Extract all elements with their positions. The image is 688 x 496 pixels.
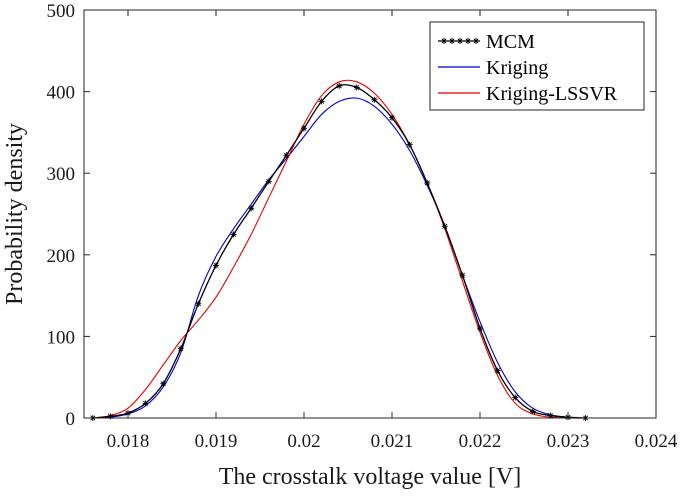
legend-marker-mcm-d2	[457, 38, 463, 44]
legend-label-kriging: Kriging	[486, 57, 548, 79]
data-point-mcm	[494, 367, 501, 374]
data-point-mcm	[406, 141, 413, 148]
legend-marker-mcm-d2	[449, 38, 455, 44]
marker-mcm-d2	[283, 152, 289, 158]
marker-mcm-d2	[459, 272, 465, 278]
marker-mcm-d2	[424, 180, 430, 186]
x-tick-label: 0.023	[547, 431, 590, 452]
data-point-mcm	[389, 114, 395, 121]
x-axis-title: The crosstalk voltage value [V]	[219, 464, 522, 490]
y-tick-label: 200	[47, 246, 76, 267]
marker-mcm-d2	[319, 98, 325, 104]
y-tick-label: 400	[47, 83, 76, 104]
marker-mcm-d2	[336, 83, 342, 89]
legend-entry-mcm: MCM	[438, 31, 535, 53]
y-tick-label: 500	[47, 1, 76, 22]
x-tick-label: 0.024	[635, 431, 678, 452]
marker-mcm-d2	[547, 413, 553, 419]
y-tick-label: 100	[47, 327, 76, 348]
data-point-mcm	[477, 325, 483, 332]
x-tick-label: 0.022	[459, 431, 502, 452]
legend-label-kriging-lssvr: Kriging-LSSVR	[486, 83, 618, 105]
marker-mcm-d2	[512, 395, 518, 401]
data-point-mcm	[424, 179, 431, 186]
data-point-mcm	[459, 272, 466, 279]
data-point-mcm	[336, 82, 343, 89]
marker-mcm-d2	[371, 97, 377, 103]
marker-mcm-d2	[266, 178, 272, 184]
data-point-mcm	[230, 231, 237, 238]
data-point-mcm	[301, 125, 307, 132]
legend-marker-mcm-d2	[473, 38, 479, 44]
marker-mcm-d2	[389, 115, 395, 121]
data-point-mcm	[512, 394, 519, 401]
data-point-mcm	[248, 205, 255, 212]
data-point-mcm	[529, 408, 536, 415]
data-point-mcm	[441, 223, 448, 230]
x-tick-label: 0.018	[107, 431, 150, 452]
marker-mcm-d2	[407, 142, 413, 148]
data-point-mcm	[283, 152, 290, 159]
series-kriging	[92, 97, 586, 419]
legend: MCM Kriging Kriging-LSSVR	[429, 21, 645, 111]
data-point-mcm	[177, 345, 184, 352]
axes-frame	[83, 9, 657, 419]
legend-marker-mcm-d2	[465, 38, 471, 44]
legend-label-mcm: MCM	[486, 31, 535, 53]
series-layer	[89, 79, 589, 421]
marker-mcm-d2	[143, 400, 149, 406]
data-point-mcm	[142, 400, 149, 407]
data-point-mcm	[371, 96, 378, 103]
x-tick-label: 0.019	[195, 431, 238, 452]
marker-mcm-d2	[231, 231, 237, 237]
y-axis-title: Probability density	[2, 123, 28, 305]
data-point-mcm	[265, 178, 272, 185]
data-point-mcm	[318, 98, 325, 105]
marker-mcm-d2	[213, 262, 219, 268]
marker-mcm-d2	[160, 381, 166, 387]
legend-entry-kriging: Kriging	[438, 57, 548, 79]
y-tick-label: 300	[47, 164, 76, 185]
legend-marker-mcm-d2	[441, 38, 447, 44]
data-point-mcm	[160, 380, 167, 387]
x-tick-label: 0.02	[287, 431, 320, 452]
series-line-kriging-lssvr	[92, 79, 586, 419]
axes-layer: 0.018 0.019 0.02 0.021 0.022 0.023 0.024 0 100 20…	[47, 1, 678, 452]
marker-mcm-d2	[530, 408, 536, 414]
marker-mcm-d2	[301, 125, 307, 131]
data-point-mcm	[353, 84, 360, 91]
series-line-kriging	[92, 97, 586, 419]
y-tick-label: 0	[66, 409, 76, 430]
marker-mcm-d2	[178, 346, 184, 352]
series-kriging-lssvr	[92, 79, 586, 419]
legend-entry-kriging-lssvr: Kriging-LSSVR	[438, 83, 618, 105]
data-point-mcm	[195, 300, 202, 307]
marker-mcm-d2	[495, 368, 501, 374]
marker-mcm-d2	[442, 223, 448, 229]
data-point-mcm	[213, 262, 219, 269]
marker-mcm-d2	[195, 301, 201, 307]
marker-mcm-d2	[354, 85, 360, 91]
marker-mcm-d2	[477, 325, 483, 331]
legend-box	[429, 21, 645, 111]
marker-mcm-d2	[248, 205, 254, 211]
x-tick-label: 0.021	[371, 431, 414, 452]
